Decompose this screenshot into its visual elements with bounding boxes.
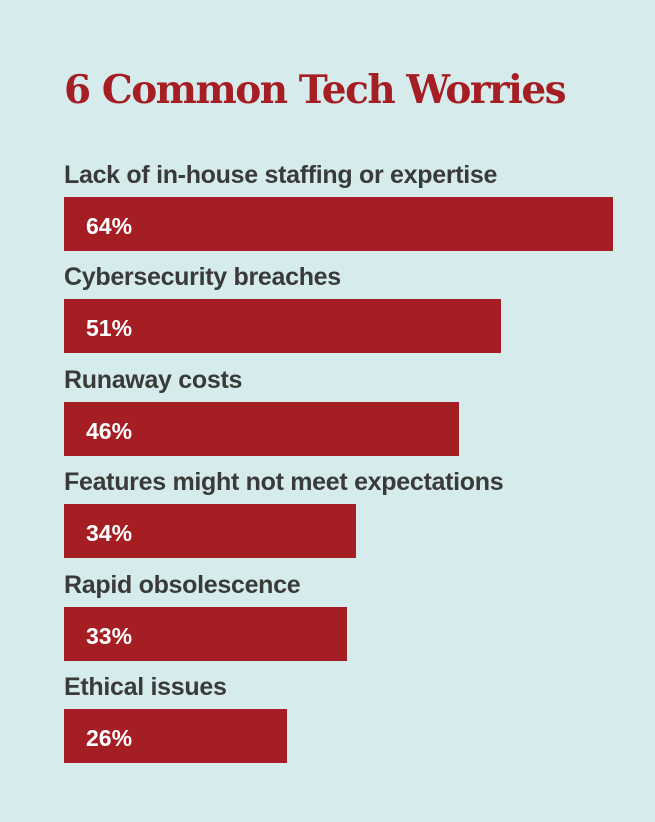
value-label: 64% — [86, 213, 133, 239]
bar: 51% — [64, 299, 501, 354]
category-label: Rapid obsolescence — [64, 570, 301, 599]
bar: 26% — [64, 709, 287, 763]
category-label: Cybersecurity breaches — [64, 263, 341, 292]
chart-title: 6 Common Tech Worries — [64, 67, 567, 113]
value-label: 26% — [86, 725, 133, 751]
value-label: 46% — [86, 417, 133, 444]
bar: 64% — [64, 197, 613, 251]
value-label: 34% — [86, 520, 133, 547]
value-label: 33% — [86, 622, 133, 649]
value-label: 51% — [86, 315, 133, 342]
category-label: Lack of in-house staffing or expertise — [64, 161, 498, 189]
bar: 46% — [64, 401, 459, 456]
bar: 34% — [64, 504, 356, 559]
category-label: Runaway costs — [64, 365, 243, 394]
category-label: Features might not meet expectations — [64, 468, 504, 497]
bar: 33% — [64, 606, 347, 661]
category-label: Ethical issues — [64, 673, 227, 701]
